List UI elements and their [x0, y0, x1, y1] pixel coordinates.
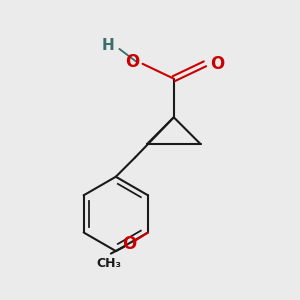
- Text: O: O: [122, 235, 137, 253]
- Text: O: O: [210, 55, 225, 73]
- Text: CH₃: CH₃: [97, 256, 122, 270]
- Text: O: O: [125, 53, 140, 71]
- Text: H: H: [102, 38, 114, 53]
